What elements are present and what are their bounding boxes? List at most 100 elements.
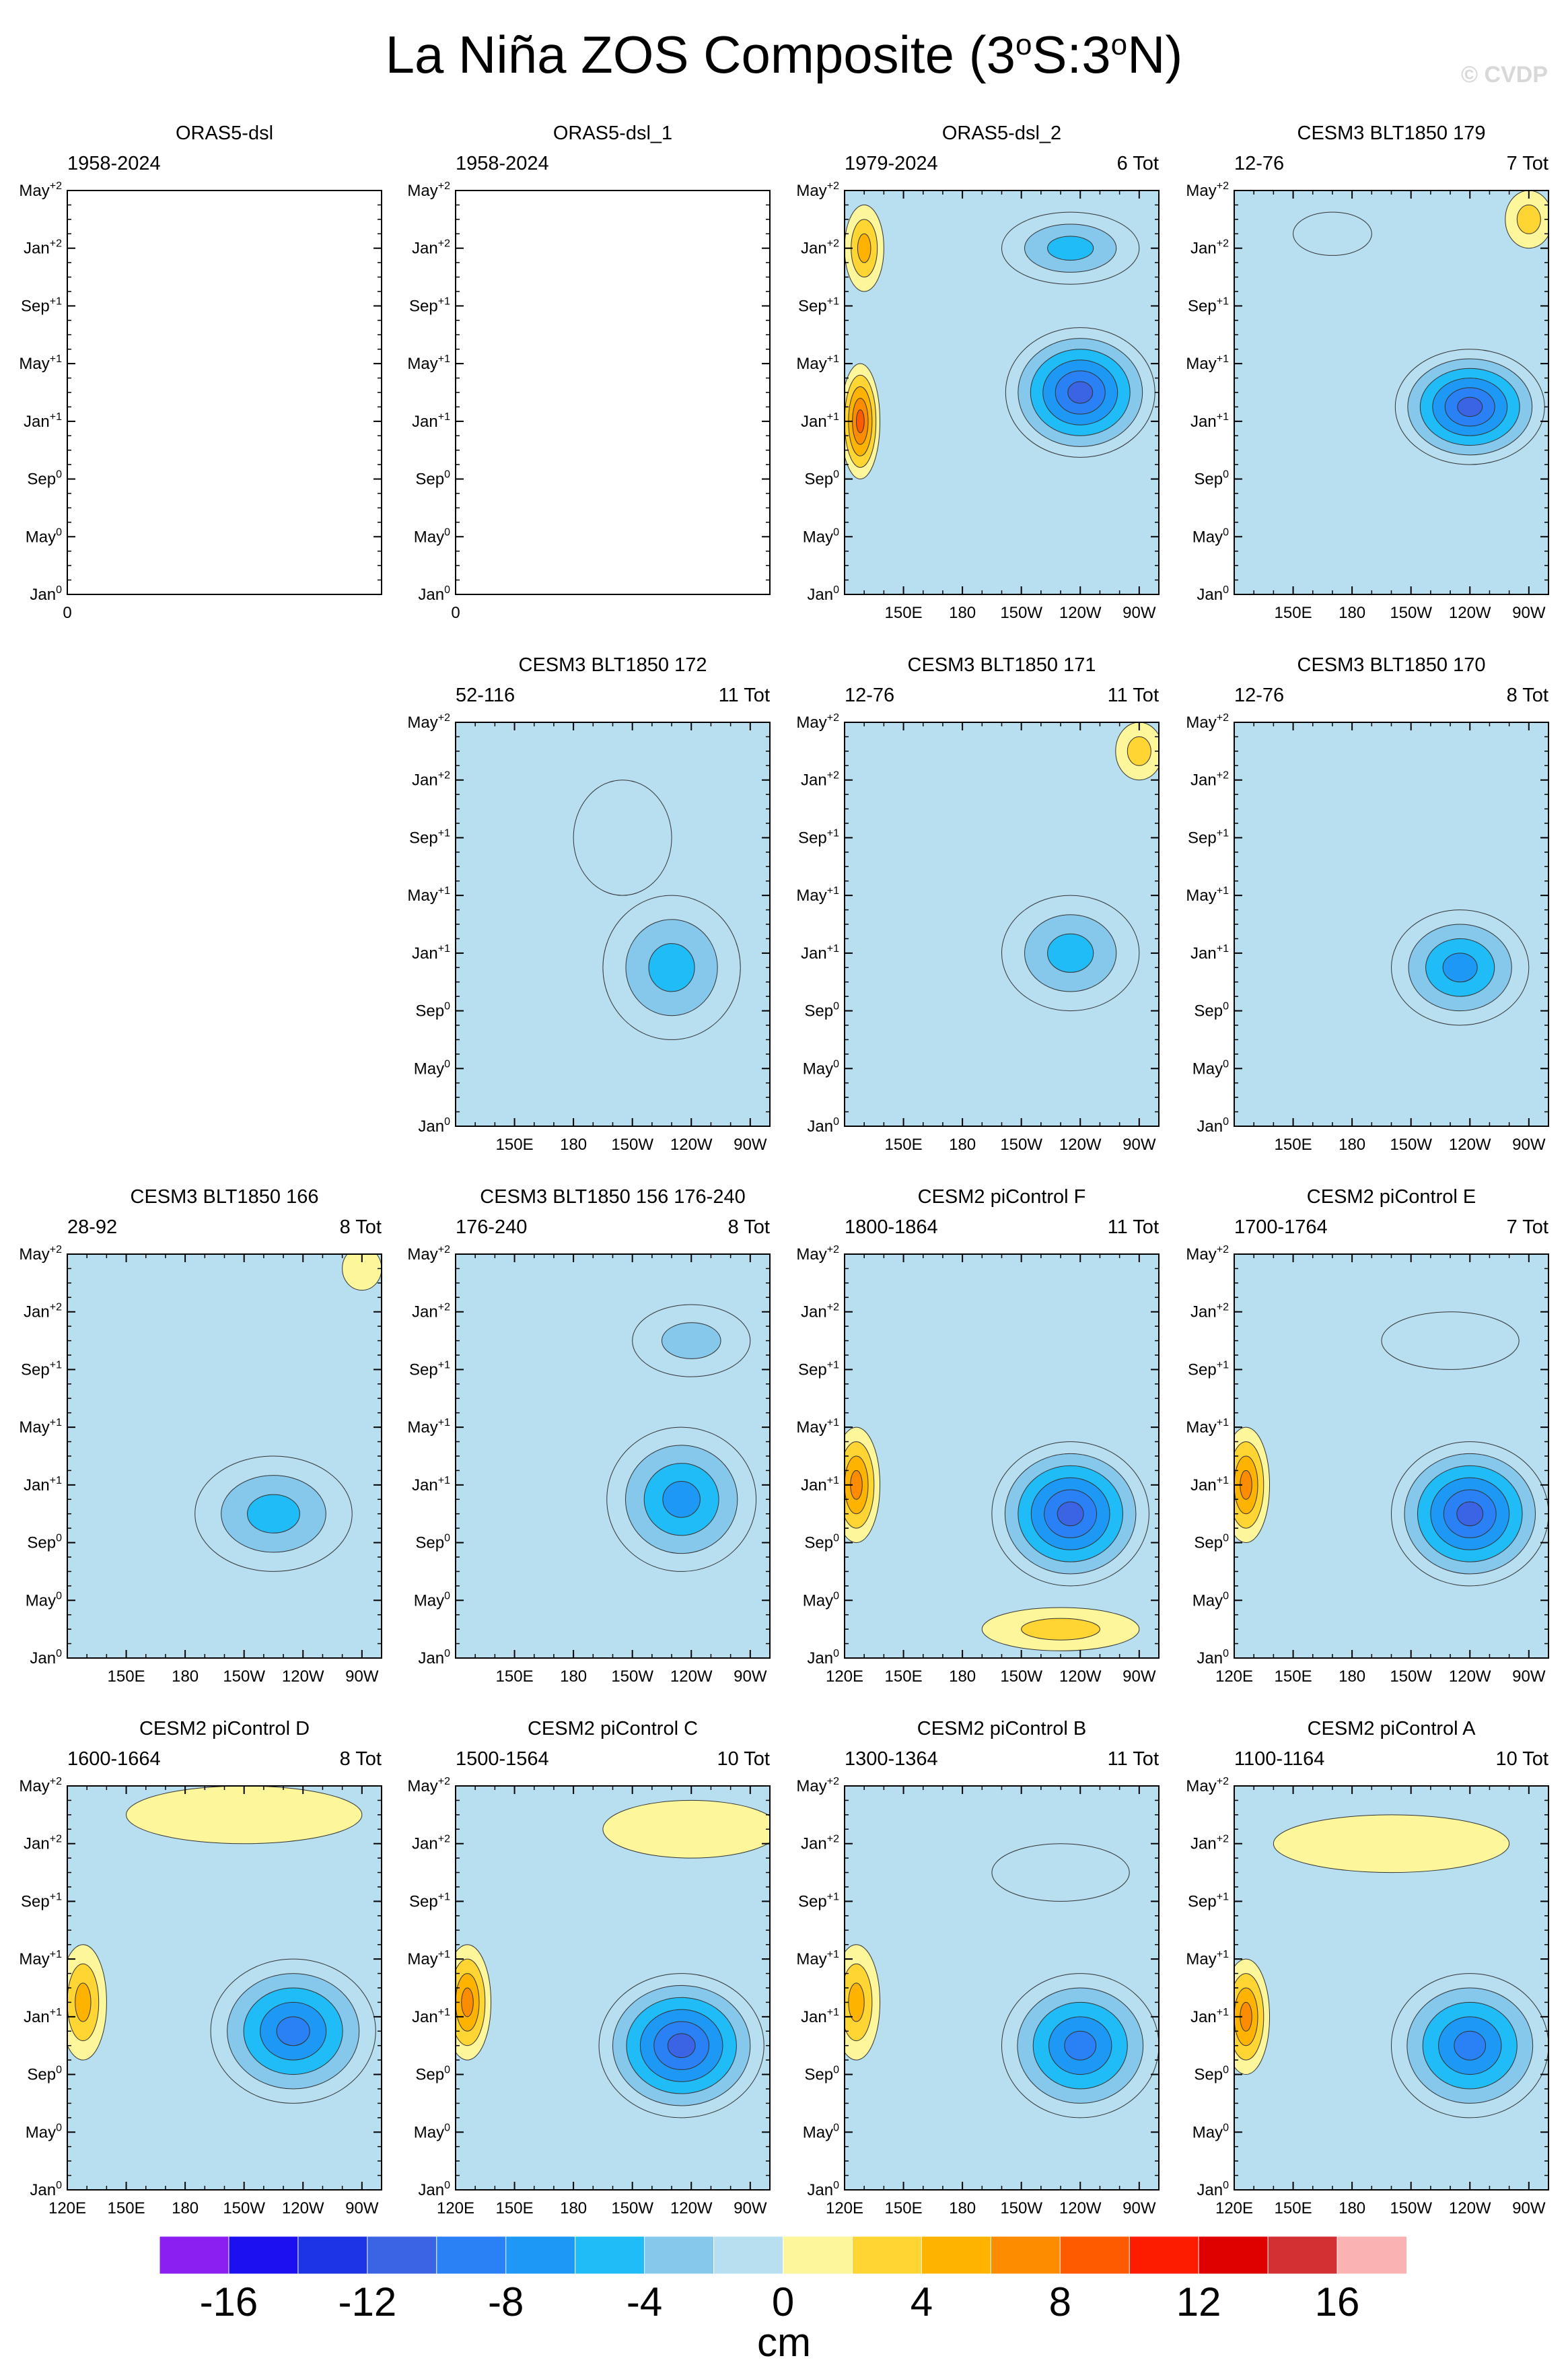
panel-count: 6 Tot xyxy=(1117,153,1159,174)
x-tick-label: 90W xyxy=(1122,2199,1156,2217)
panel-title: CESM3 BLT1850 179 xyxy=(1297,123,1486,144)
x-tick-label: 150E xyxy=(108,2199,145,2217)
x-tick-label: 150E xyxy=(1275,604,1312,622)
colorbar-box xyxy=(644,2236,715,2275)
y-tick-label: Sep0 xyxy=(804,1533,839,1552)
x-tick-label: 120E xyxy=(826,2199,863,2217)
y-tick-label: May+2 xyxy=(19,1244,62,1264)
colorbar-units: cm xyxy=(757,2320,811,2365)
panel-title: CESM2 piControl E xyxy=(1307,1186,1476,1208)
colorbar-box xyxy=(713,2236,784,2275)
panel-years: 52-116 xyxy=(456,685,515,706)
contour-level xyxy=(1516,204,1541,234)
panel-title: CESM2 piControl B xyxy=(917,1718,1086,1739)
y-tick-label: May+1 xyxy=(796,353,839,373)
contour-level xyxy=(1067,381,1094,404)
y-tick-label: May+2 xyxy=(796,1244,839,1264)
y-tick-label: Jan0 xyxy=(30,1648,62,1667)
contour-level xyxy=(126,1786,363,1844)
y-tick-label: Jan+1 xyxy=(24,1475,62,1494)
y-tick-label: May0 xyxy=(803,2122,839,2141)
x-tick-label: 120E xyxy=(437,2199,474,2217)
y-tick-label: May+2 xyxy=(19,1776,62,1795)
panel: CESM2 piControl F 1800-1864 11 Tot Jan0 May0… xyxy=(796,1186,1160,1686)
panel-count: 11 Tot xyxy=(1108,685,1159,706)
contour-level xyxy=(75,1982,92,2022)
colorbar-box xyxy=(297,2236,368,2275)
x-tick-label: 180 xyxy=(1339,2199,1365,2217)
x-tick-label: 90W xyxy=(345,2199,379,2217)
panel: CESM2 piControl A 1100-1164 10 Tot Jan0 May0… xyxy=(1186,1718,1549,2217)
colorbar-box xyxy=(1267,2236,1339,2275)
panel-title: ORAS5-dsl_2 xyxy=(942,123,1061,144)
x-tick-label: 180 xyxy=(560,1667,587,1686)
colorbar: -16 -12 -8 -4 0 4 8 12 16 cm xyxy=(159,2236,1407,2365)
x-tick-label: 120W xyxy=(1059,1136,1102,1154)
panel-count: 11 Tot xyxy=(719,685,770,706)
y-tick-label: May+1 xyxy=(1186,885,1229,905)
panel-count: 10 Tot xyxy=(1496,1748,1548,1770)
panel-count: 7 Tot xyxy=(1507,153,1548,174)
y-tick-label: May0 xyxy=(1192,1058,1229,1078)
x-tick-label: 0 xyxy=(63,604,71,622)
x-tick-label: 120E xyxy=(1215,2199,1253,2217)
panel-title: ORAS5-dsl_1 xyxy=(553,123,672,144)
colorbar-box xyxy=(783,2236,853,2275)
panel-title: CESM3 BLT1850 171 xyxy=(908,654,1096,676)
y-tick-label: May0 xyxy=(26,2122,62,2141)
x-tick-label: 90W xyxy=(1122,1667,1156,1686)
colorbar-box xyxy=(436,2236,507,2275)
y-tick-label: May+1 xyxy=(796,1417,839,1437)
panel-title: CESM3 BLT1850 170 xyxy=(1297,654,1486,676)
x-tick-label: 90W xyxy=(1512,2199,1546,2217)
x-tick-label: 180 xyxy=(949,604,976,622)
contour-field xyxy=(845,1786,1159,2190)
y-tick-label: Jan0 xyxy=(418,1648,450,1667)
contour-field xyxy=(1234,1786,1548,2190)
y-tick-label: Jan+1 xyxy=(412,411,450,431)
y-tick-label: Jan+1 xyxy=(801,2007,839,2026)
panel-years: 12-76 xyxy=(1234,153,1284,174)
y-tick-label: Jan+2 xyxy=(24,238,62,258)
colorbar-label: -12 xyxy=(338,2279,396,2324)
y-tick-label: Sep+1 xyxy=(798,1891,839,1910)
y-tick-label: Sep0 xyxy=(804,469,839,489)
y-tick-label: Jan0 xyxy=(30,2180,62,2199)
contour-level xyxy=(661,1322,721,1359)
cvdp-watermark: © CVDP xyxy=(1461,62,1548,88)
x-tick-label: 90W xyxy=(734,2199,767,2217)
x-tick-label: 150W xyxy=(611,1667,653,1686)
y-tick-label: May+1 xyxy=(19,1949,62,1968)
y-tick-label: May+1 xyxy=(1186,1417,1229,1437)
x-tick-label: 180 xyxy=(1339,1667,1365,1686)
x-tick-label: 180 xyxy=(949,1136,976,1154)
colorbar-box xyxy=(990,2236,1061,2275)
colorbar-box xyxy=(505,2236,576,2275)
colorbar-box xyxy=(921,2236,992,2275)
y-tick-label: Jan+1 xyxy=(1190,1475,1229,1494)
contour-level xyxy=(1047,933,1094,973)
y-tick-label: Jan+1 xyxy=(1190,943,1229,963)
panel-title: CESM3 BLT1850 156 176-240 xyxy=(480,1186,745,1208)
y-tick-label: Jan0 xyxy=(807,2180,839,2199)
y-tick-label: Jan+1 xyxy=(24,411,62,431)
panel-years: 12-76 xyxy=(1234,685,1284,706)
y-tick-label: May+2 xyxy=(796,712,839,732)
colorbar-label: -16 xyxy=(200,2279,258,2324)
y-tick-label: May0 xyxy=(1192,526,1229,546)
y-tick-label: May+1 xyxy=(19,353,62,373)
y-tick-label: Jan+1 xyxy=(1190,411,1229,431)
y-tick-label: Sep+1 xyxy=(1188,827,1229,847)
x-tick-label: 120E xyxy=(1215,1667,1253,1686)
y-tick-label: Jan0 xyxy=(807,1116,839,1136)
x-tick-label: 120W xyxy=(1449,1667,1491,1686)
panel-years: 1500-1564 xyxy=(456,1748,549,1770)
x-tick-label: 150E xyxy=(108,1667,145,1686)
y-tick-label: Jan+1 xyxy=(801,411,839,431)
y-tick-label: Jan+2 xyxy=(24,1834,62,1853)
x-tick-label: 120W xyxy=(670,1136,713,1154)
y-tick-label: May+1 xyxy=(407,353,450,373)
x-tick-label: 120E xyxy=(48,2199,86,2217)
y-tick-label: Sep0 xyxy=(1194,1001,1229,1021)
